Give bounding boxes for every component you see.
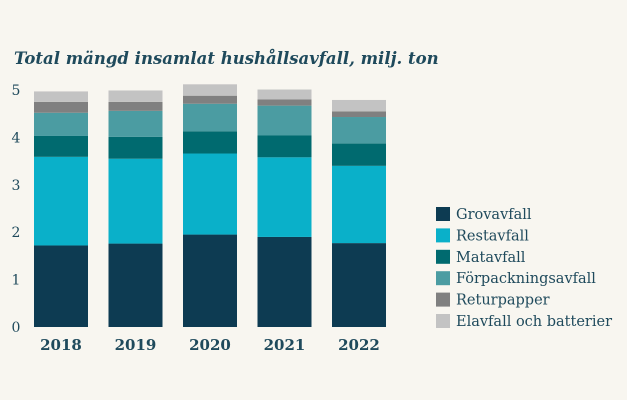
bar-segment xyxy=(34,156,88,246)
bar-segment xyxy=(257,236,312,327)
bar-segment xyxy=(332,165,386,244)
chart-title: Total mängd insamlat hushållsavfall, mil… xyxy=(14,49,439,68)
bar-segment xyxy=(332,117,386,144)
bar-segment xyxy=(257,157,312,237)
x-tick-label: 2020 xyxy=(189,336,231,354)
bar-segment xyxy=(183,95,237,104)
bar-segment xyxy=(257,105,312,136)
bar-segment xyxy=(332,111,386,118)
y-tick-label: 2 xyxy=(12,225,21,241)
bar-segment xyxy=(257,99,312,106)
legend-label: Elavfall och batterier xyxy=(456,314,612,330)
bar-segment xyxy=(108,90,163,102)
legend-label: Returpapper xyxy=(456,293,550,309)
bar-segment xyxy=(183,234,237,327)
legend-label: Restavfall xyxy=(456,228,529,244)
y-tick-label: 0 xyxy=(12,320,21,336)
x-tick-label: 2019 xyxy=(115,336,157,354)
bar-segment xyxy=(108,158,163,244)
legend-label: Grovavfall xyxy=(456,207,532,223)
bar-segment xyxy=(108,243,163,327)
bar-segment xyxy=(257,135,312,158)
bar-segment xyxy=(34,101,88,113)
bar-segment xyxy=(34,245,88,327)
y-tick-label: 4 xyxy=(12,130,21,146)
y-tick-label: 1 xyxy=(12,273,21,289)
x-tick-label: 2021 xyxy=(264,336,306,354)
bar-segment xyxy=(34,135,88,157)
x-tick-label: 2022 xyxy=(338,336,380,354)
bar-segment xyxy=(34,91,88,102)
legend-swatch xyxy=(436,314,450,328)
legend-swatch xyxy=(436,292,450,307)
bar-segment xyxy=(183,103,237,132)
legend-label: Förpackningsavfall xyxy=(456,271,596,287)
legend-swatch xyxy=(436,249,450,264)
bar-segment xyxy=(332,99,386,112)
y-tick-label: 3 xyxy=(12,178,21,194)
legend-swatch xyxy=(436,271,450,286)
bar-segment xyxy=(332,243,386,327)
legend-label: Matavfall xyxy=(456,250,526,266)
bar-segment xyxy=(108,136,163,159)
bar-segment xyxy=(108,101,163,111)
x-tick-label: 2018 xyxy=(40,336,82,354)
bar-segment xyxy=(108,110,163,137)
bar-segment xyxy=(183,131,237,154)
y-tick-label: 5 xyxy=(12,83,21,99)
legend-swatch xyxy=(436,207,450,221)
bar-segment xyxy=(332,143,386,166)
legend-swatch xyxy=(436,228,450,243)
bar-segment xyxy=(257,89,312,100)
bar-segment xyxy=(183,84,237,96)
bar-segment xyxy=(183,153,237,235)
bar-segment xyxy=(34,112,88,136)
